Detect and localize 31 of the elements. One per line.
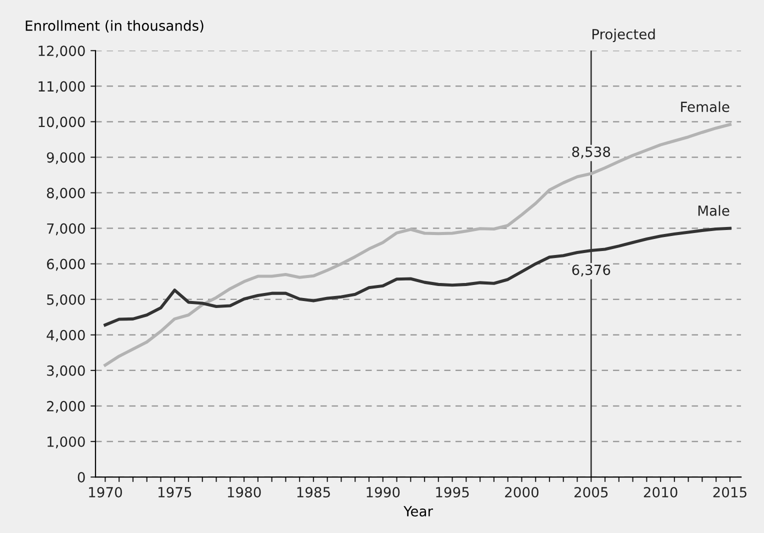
y-tick-label: 3,000: [47, 365, 85, 378]
y-tick-label: 7,000: [47, 223, 85, 236]
y-tick-label: 5,000: [47, 294, 85, 306]
x-tick-label: 2005: [574, 487, 608, 498]
y-tick-label: 1,000: [48, 436, 85, 448]
annotation: 8,538: [572, 146, 610, 158]
x-tick-label: 1995: [436, 487, 469, 498]
x-tick-label: 1990: [366, 487, 400, 498]
series-label: Male: [698, 205, 730, 216]
ref-line-label: Projected: [592, 28, 655, 42]
y-tick-label: 0: [78, 472, 85, 483]
y-tick-label: 9,000: [46, 152, 85, 164]
y-axis-title: Enrollment (in thousands): [26, 20, 204, 33]
y-tick-label: 6,000: [46, 258, 85, 271]
y-tick-label: 10,000: [38, 116, 85, 129]
x-axis-title: Year: [404, 506, 433, 517]
x-tick-label: 1975: [158, 487, 192, 498]
annotation: 6,376: [572, 264, 610, 277]
y-tick-label: 2,000: [47, 400, 85, 413]
x-tick-label: 1970: [89, 487, 122, 498]
x-tick-label: 1980: [228, 487, 261, 498]
series-label: Female: [681, 101, 730, 112]
x-tick-label: 1985: [297, 487, 330, 498]
y-tick-label: 4,000: [46, 330, 85, 342]
x-tick-label: 2010: [644, 487, 678, 498]
x-tick-label: 2000: [505, 487, 538, 498]
x-tick-label: 2015: [713, 487, 746, 498]
line-series: [104, 123, 732, 367]
y-tick-label: 12,000: [38, 46, 85, 58]
y-tick-label: 11,000: [38, 81, 85, 94]
y-tick-label: 8,000: [46, 188, 85, 200]
